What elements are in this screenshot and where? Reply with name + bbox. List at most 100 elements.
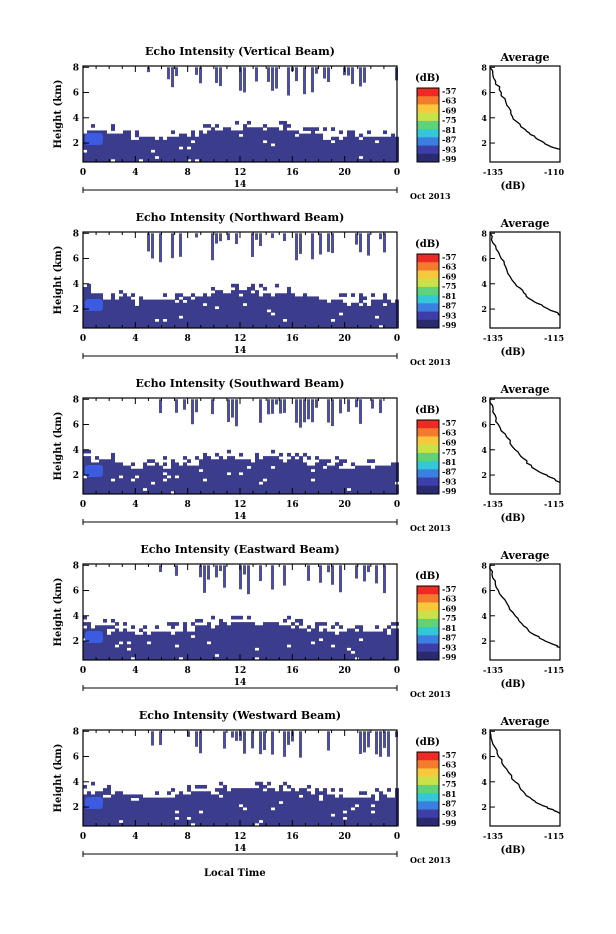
panel4-echo-cell	[351, 644, 355, 648]
panel1-upper-echo	[359, 67, 362, 87]
panel3-echo-cell	[107, 471, 111, 476]
panel2-echo-cell	[267, 318, 271, 323]
panel5-upper-echo	[187, 731, 190, 737]
panel2-echo-cell	[107, 309, 111, 313]
panel5-echo-cell	[179, 807, 183, 811]
panel3-echo-cell	[263, 481, 267, 486]
panel5-echo-cell	[259, 784, 263, 789]
panel2-echo-cell	[211, 318, 215, 323]
panel1-echo-cell	[227, 158, 231, 163]
panel2-echo-cell	[283, 302, 287, 307]
panel4-echo-cell	[139, 650, 143, 655]
panel4-echo-cell	[319, 634, 323, 639]
panel5-echo-cell	[383, 800, 387, 805]
panel5-echo-cell	[263, 791, 267, 795]
panel3-echo-cell	[115, 478, 119, 482]
panel4-echo-cell	[303, 631, 307, 636]
panel3-profile-line	[489, 399, 561, 484]
panel4-echo-cell	[323, 644, 327, 648]
panel3-echo-cell	[175, 462, 179, 467]
panel2-echo-cell	[283, 315, 287, 320]
panel5-echo-cell	[355, 807, 359, 811]
panel5-echo-cell	[131, 810, 135, 814]
panel4-echo-cell	[379, 647, 383, 652]
panel5-echo-cell	[239, 788, 243, 792]
panel5-echo-cell	[111, 813, 115, 818]
panel2-echo-cell	[307, 302, 311, 307]
panel5-echo-cell	[119, 813, 123, 818]
panel4-echo-cell	[111, 618, 115, 623]
panel2-upper-echo	[255, 233, 258, 240]
panel1-echo-cell	[347, 143, 351, 147]
panel3-echo-cell	[303, 465, 307, 470]
panel1-echo-cell	[275, 152, 279, 157]
panel2-echo-cell	[223, 299, 227, 304]
panel1-echo-cell	[371, 155, 375, 160]
panel2-echo-cell	[95, 296, 99, 301]
panel1-echo-cell	[195, 143, 199, 147]
panel4-echo-cell	[147, 656, 151, 661]
panel3-echo-cell	[99, 487, 103, 492]
panel1-echo-cell	[127, 143, 131, 147]
panel4-echo-cell	[195, 647, 199, 652]
panel4-echo-cell	[199, 647, 203, 652]
panel2-echo-cell	[243, 305, 247, 310]
panel3-echo-cell	[379, 465, 383, 470]
panel2-echo-cell	[99, 315, 103, 320]
panel2-echo-cell	[291, 296, 295, 301]
panel4-echo-cell	[207, 625, 211, 629]
panel3-echo-cell	[215, 478, 219, 482]
panel2-echo-cell	[371, 293, 375, 297]
panel2-echo-cell	[291, 312, 295, 316]
panel3-echo-cell	[287, 465, 291, 470]
panel2-echo-cell	[335, 321, 339, 326]
panel5-echo-cell	[187, 807, 191, 811]
panel1-echo-cell	[163, 158, 167, 163]
panel3-echo-cell	[187, 481, 191, 486]
panel4-echo-cell	[183, 641, 187, 645]
panel3-echo-cell	[87, 449, 91, 454]
panel2-echo-cell	[143, 299, 147, 304]
panel4-echo-cell	[95, 625, 99, 629]
panel2-echo-cell	[143, 324, 147, 329]
panel5-echo-cell	[231, 819, 235, 824]
panel1-echo-cell	[211, 139, 215, 144]
panel3-echo-cell	[171, 465, 175, 470]
panel5-echo-cell	[187, 800, 191, 805]
panel2-echo-cell	[355, 305, 359, 310]
panel2-echo-cell	[375, 302, 379, 307]
panel2-echo-cell	[315, 321, 319, 326]
panel2-echo-cell	[375, 305, 379, 310]
panel4-echo-cell	[259, 656, 263, 661]
panel4-echo-cell	[387, 644, 391, 648]
panel2-echo-cell	[111, 321, 115, 326]
panel2-echo-cell	[223, 309, 227, 313]
panel4-echo-cell	[243, 622, 247, 626]
panel3-echo-cell	[347, 475, 351, 479]
panel4-echo-cell	[167, 644, 171, 648]
panel3-echo-cell	[243, 487, 247, 492]
panel3-colorbar-tick-label: -75	[442, 447, 456, 457]
panel3-echo-cell	[303, 462, 307, 467]
panel4-echo-cell	[179, 637, 183, 642]
panel5-echo-cell	[243, 794, 247, 799]
panel5-echo-cell	[283, 803, 287, 808]
panel5-echo-cell	[207, 800, 211, 805]
panel4-echo-cell	[251, 647, 255, 652]
panel2-echo-cell	[227, 293, 231, 297]
panel4-echo-cell	[227, 628, 231, 633]
panel2-echo-cell	[199, 318, 203, 323]
panel2-y-tick-label: 4	[73, 280, 79, 290]
panel2-echo-cell	[83, 286, 87, 291]
panel3-echo-cell	[287, 490, 291, 495]
panel4-echo-cell	[267, 622, 271, 626]
panel4-echo-cell	[123, 637, 127, 642]
panel3-echo-cell	[207, 468, 211, 473]
panel5-echo-cell	[223, 794, 227, 799]
panel5-echo-cell	[319, 807, 323, 811]
panel4-echo-cell	[299, 653, 303, 658]
panel1-echo-cell	[107, 143, 111, 147]
panel4-upper-echo	[319, 565, 322, 583]
panel1-colorbar-tick-label: -63	[442, 96, 457, 106]
panel4-echo-cell	[215, 628, 219, 633]
